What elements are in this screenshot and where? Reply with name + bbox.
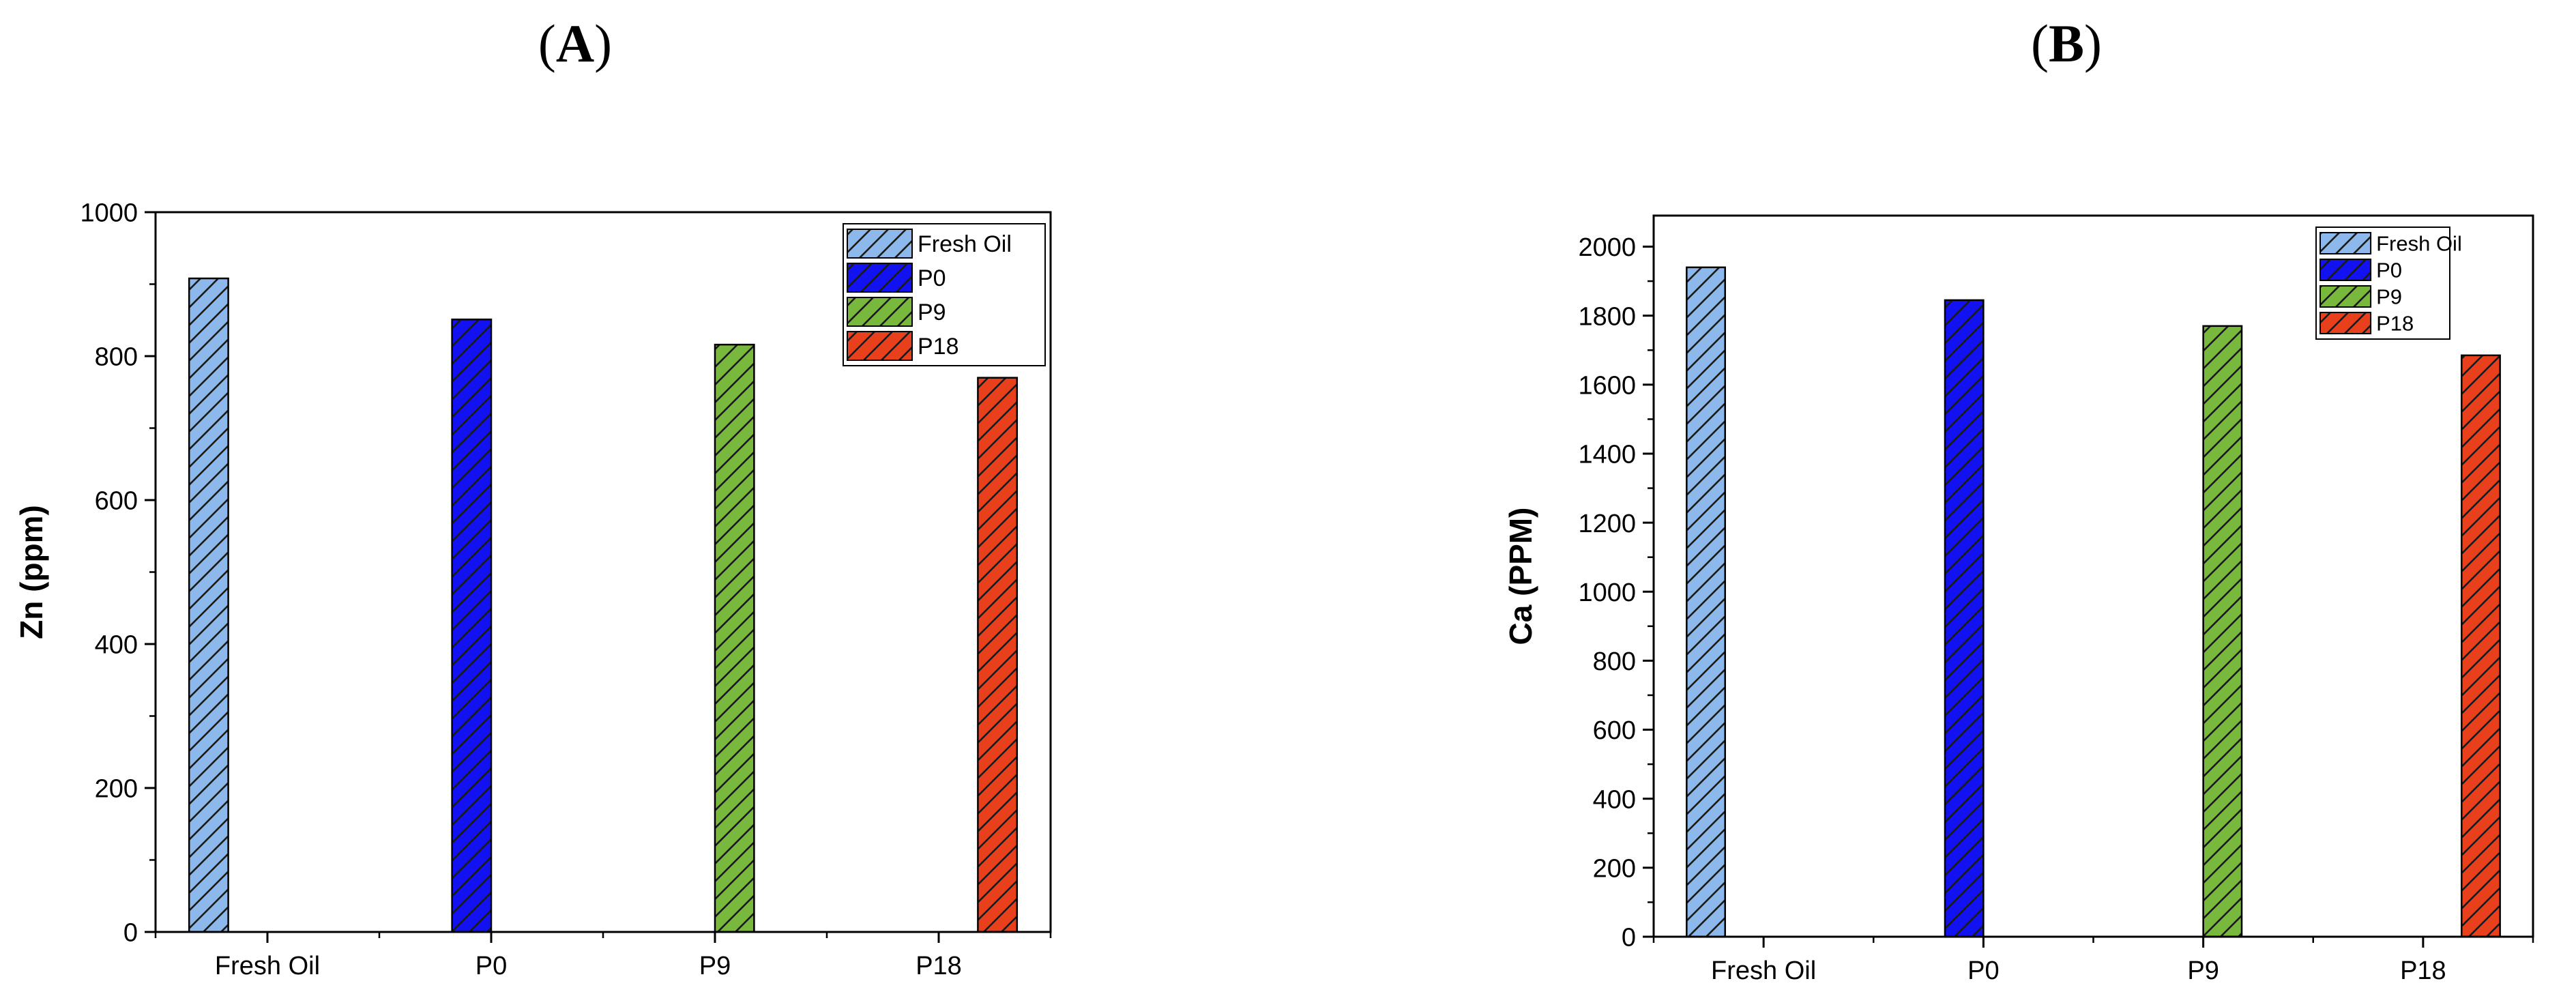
legend-label-p0: P0 — [2376, 259, 2402, 282]
y-tick-label: 2000 — [1578, 233, 1636, 262]
x-tick-label: P0 — [1967, 957, 1999, 985]
bar-p0 — [451, 318, 493, 933]
legend: Fresh Oil P0 P9 P18 — [843, 223, 1046, 366]
panel-label-a: (A) — [538, 14, 612, 73]
y-axis-label: Ca (PPM) — [1503, 508, 1538, 645]
panel-label-b: (B) — [2031, 14, 2102, 73]
bar-p9 — [714, 343, 755, 933]
legend-swatch-p9 — [2319, 285, 2372, 308]
legend-label-fresh-oil: Fresh Oil — [2376, 232, 2462, 256]
y-tick-label: 800 — [1593, 647, 1636, 676]
legend-label-p0: P0 — [918, 265, 946, 291]
panel-label-a-letter: A — [556, 14, 594, 73]
legend-swatch-fresh-oil — [847, 229, 913, 259]
y-tick-label: 1000 — [80, 199, 138, 228]
legend-swatch-p0 — [2319, 259, 2372, 281]
y-tick-label: 1600 — [1578, 371, 1636, 400]
x-tick-label: P18 — [916, 952, 962, 980]
y-tick-label: 1200 — [1578, 510, 1636, 538]
bar-p9 — [2202, 325, 2243, 938]
y-tick-label: 600 — [1593, 716, 1636, 745]
y-tick-label: 400 — [95, 631, 138, 660]
x-tick-label: Fresh Oil — [1711, 957, 1816, 985]
chart-ca: 0 200 400 600 800 1000 1200 1400 1600 1800 2000 Fre… — [1503, 214, 2534, 985]
legend-label-p18: P18 — [918, 334, 959, 360]
x-tick-label: P0 — [475, 952, 507, 980]
legend-label-p9: P9 — [2376, 285, 2402, 309]
y-tick-label: 0 — [1622, 924, 1636, 952]
bar-fresh-oil — [1686, 266, 1726, 938]
legend: Fresh Oil P0 P9 P18 — [2315, 227, 2462, 340]
y-tick-label: 600 — [95, 487, 138, 516]
bar-p18 — [2461, 354, 2501, 938]
y-tick-label: 1000 — [1578, 579, 1636, 607]
x-tick-label: Fresh Oil — [215, 952, 320, 980]
y-tick-label: 200 — [95, 775, 138, 804]
y-tick-label: 0 — [123, 919, 138, 948]
legend-swatch-fresh-oil — [2319, 232, 2372, 254]
y-tick-label: 1800 — [1578, 302, 1636, 331]
bar-p0 — [1944, 299, 1985, 938]
legend-swatch-p18 — [847, 331, 913, 361]
legend-swatch-p0 — [847, 263, 913, 293]
y-tick-label: 800 — [95, 343, 138, 372]
y-tick-label: 400 — [1593, 785, 1636, 814]
y-tick-label: 1400 — [1578, 441, 1636, 469]
bar-fresh-oil — [188, 277, 229, 933]
legend-swatch-p18 — [2319, 312, 2372, 334]
chart-zn: 0 200 400 600 800 1000 Fresh Oil P0 P9 P18 Zn (ppm… — [14, 199, 1052, 980]
legend-label-p18: P18 — [2376, 312, 2414, 336]
x-tick-label: P18 — [2400, 957, 2446, 985]
legend-label-fresh-oil: Fresh Oil — [918, 231, 1012, 257]
x-tick-label: P9 — [699, 952, 731, 980]
legend-swatch-p9 — [847, 297, 913, 327]
panel-label-b-letter: B — [2049, 14, 2084, 73]
y-tick-label: 200 — [1593, 855, 1636, 884]
x-tick-label: P9 — [2187, 957, 2219, 985]
bar-p18 — [977, 377, 1019, 933]
y-axis-label: Zn (ppm) — [14, 505, 49, 639]
legend-label-p9: P9 — [918, 300, 946, 325]
